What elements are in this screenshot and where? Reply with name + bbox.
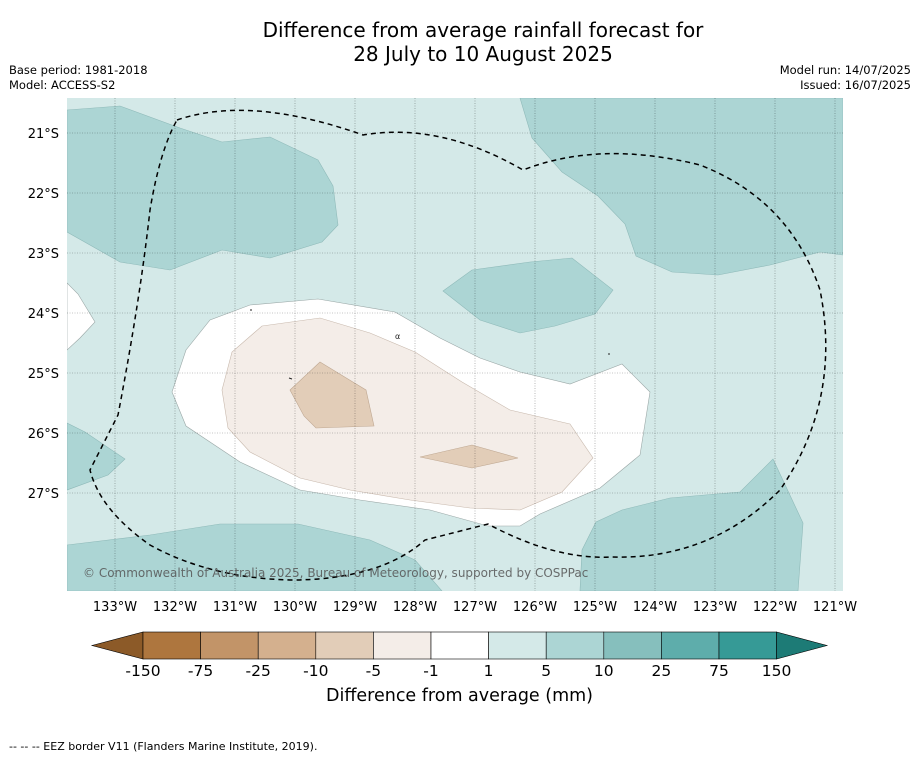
colorbar-tick-label: -150: [125, 662, 160, 680]
lon-label: 133°W: [93, 600, 137, 615]
colorbar-tick-label: 10: [594, 662, 614, 680]
wet-region-southeast: [579, 458, 804, 591]
colorbar-segment: [373, 631, 432, 660]
wet-region-south: [67, 523, 443, 591]
colorbar-tick-label: -1: [423, 662, 438, 680]
chart-title: Difference from average rainfall forecas…: [0, 18, 919, 66]
colorbar-segment: [603, 631, 662, 660]
lon-label: 122°W: [753, 600, 797, 615]
colorbar-segment: [661, 631, 720, 660]
issued-date: Issued: 16/07/2025: [800, 78, 911, 92]
colorbar-tick-label: 1: [484, 662, 494, 680]
copyright-notice: © Commonwealth of Australia 2025, Bureau…: [83, 566, 588, 580]
title-line-1: Difference from average rainfall forecas…: [262, 18, 704, 42]
lon-label: 121°W: [813, 600, 857, 615]
colorbar-segment: [257, 631, 317, 660]
dry-patch-east: [419, 444, 519, 469]
wet-region-center: [442, 257, 614, 334]
lon-label: 124°W: [633, 600, 677, 615]
lon-label: 123°W: [693, 600, 737, 615]
colorbar-tick-label: 25: [652, 662, 672, 680]
lat-label: 21°S: [28, 127, 59, 142]
dry-patch-west: [289, 361, 375, 429]
wet-region-northeast: [519, 98, 843, 276]
colorbar-segment: [430, 631, 489, 660]
lon-label: 127°W: [453, 600, 497, 615]
wet-region-northwest: [67, 105, 339, 271]
lon-label: 130°W: [273, 600, 317, 615]
lon-label: 128°W: [393, 600, 437, 615]
colorbar-segment: [200, 631, 259, 660]
colorbar-tick-label: -25: [246, 662, 271, 680]
meta-left: Base period: 1981-2018 Model: ACCESS-S2: [9, 63, 148, 93]
model-name: Model: ACCESS-S2: [9, 78, 116, 92]
colorbar-tick-label: -10: [303, 662, 328, 680]
meta-right: Model run: 14/07/2025 Issued: 16/07/2025: [780, 63, 911, 93]
lat-label: 25°S: [28, 367, 59, 382]
colorbar-over-arrow: [776, 631, 829, 660]
lon-label: 129°W: [333, 600, 377, 615]
lat-label: 27°S: [28, 487, 59, 502]
map-area: α © Commonwealth o: [67, 98, 843, 591]
lat-label: 24°S: [28, 307, 59, 322]
tiny-label: α: [395, 332, 400, 341]
colorbar-segment: [545, 631, 605, 660]
colorbar-tick-label: 75: [709, 662, 729, 680]
lat-axis-labels: 21°S 22°S 23°S 24°S 25°S 26°S 27°S: [28, 127, 59, 502]
model-run: Model run: 14/07/2025: [779, 63, 911, 77]
base-period: Base period: 1981-2018: [9, 63, 148, 77]
eez-border: [89, 109, 827, 581]
colorbar-segment: [315, 631, 374, 660]
tiny-mark-2: [288, 377, 293, 380]
colorbar-tick-label: 150: [762, 662, 792, 680]
colorbar-title: Difference from average (mm): [325, 686, 594, 706]
lon-axis-labels: 133°W 132°W 131°W 130°W 129°W 128°W 127°…: [93, 600, 857, 615]
colorbar-segment: [488, 631, 547, 660]
lon-label: 125°W: [573, 600, 617, 615]
lon-label: 126°W: [513, 600, 557, 615]
colorbar-tick-label: -5: [366, 662, 381, 680]
colorbar-tick-label: -75: [188, 662, 213, 680]
colorbar-segment: [718, 631, 777, 660]
lat-label: 26°S: [28, 427, 59, 442]
colorbar: -150 -75 -25 -10 -5 -1 1 5 10 25 75 150: [90, 631, 829, 680]
lon-label: 131°W: [213, 600, 257, 615]
colorbar-tick-label: 5: [541, 662, 551, 680]
lat-gridlines: [67, 132, 843, 494]
lon-gridlines: [114, 98, 836, 591]
eez-footnote: -- -- -- EEZ border V11 (Flanders Marine…: [9, 740, 318, 753]
colorbar-segment: [142, 631, 201, 660]
colorbar-under-arrow: [90, 631, 144, 660]
title-line-2: 28 July to 10 August 2025: [353, 42, 613, 66]
lat-label: 23°S: [28, 247, 59, 262]
wet-region-west-coast: [67, 422, 126, 491]
neutral-region-west-edge: [67, 282, 96, 351]
lat-label: 22°S: [28, 187, 59, 202]
lon-label: 132°W: [153, 600, 197, 615]
